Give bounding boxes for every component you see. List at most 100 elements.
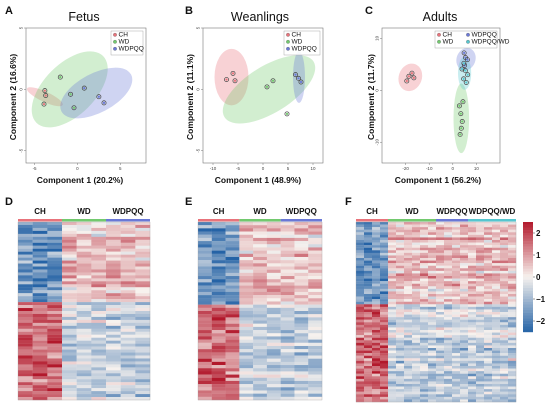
heat-cell bbox=[294, 301, 309, 305]
heat-cell bbox=[476, 281, 485, 284]
heat-cell bbox=[308, 253, 323, 258]
heat-cell bbox=[364, 270, 373, 274]
heat-cell bbox=[280, 298, 295, 302]
heat-cell bbox=[500, 327, 509, 331]
heat-cell bbox=[280, 266, 295, 270]
heat-cell bbox=[266, 279, 281, 283]
heat-cell bbox=[500, 304, 509, 308]
heat-cell bbox=[120, 343, 136, 347]
heat-cell bbox=[444, 286, 453, 290]
heat-cell bbox=[266, 266, 281, 270]
heat-cell bbox=[396, 301, 405, 305]
heat-cell bbox=[468, 340, 477, 344]
heat-cell bbox=[428, 232, 437, 236]
heat-cell bbox=[468, 394, 477, 398]
colorbar-segment bbox=[523, 304, 533, 308]
heat-cell bbox=[91, 316, 107, 321]
heat-cell bbox=[120, 370, 136, 374]
heat-cell bbox=[280, 377, 295, 382]
heat-cell bbox=[444, 373, 453, 377]
heat-cell bbox=[484, 386, 493, 390]
heat-cell bbox=[396, 332, 405, 336]
heat-cell bbox=[106, 222, 121, 226]
heat-cell bbox=[484, 294, 493, 297]
heat-cell bbox=[198, 330, 212, 334]
heat-cell bbox=[452, 265, 461, 269]
heat-cell bbox=[266, 269, 281, 274]
heat-cell bbox=[372, 386, 381, 390]
heat-cell bbox=[372, 252, 381, 256]
heat-cell bbox=[198, 247, 212, 251]
heat-cell bbox=[484, 324, 493, 328]
heat-cell bbox=[468, 360, 477, 364]
heat-cell bbox=[76, 296, 92, 300]
heat-cell bbox=[492, 309, 501, 313]
heat-cell bbox=[476, 270, 485, 274]
heat-cell bbox=[47, 293, 63, 297]
heat-cell bbox=[380, 366, 389, 369]
heat-cell bbox=[388, 348, 397, 351]
colorbar-segment bbox=[523, 282, 533, 286]
heat-cell bbox=[372, 363, 381, 367]
heat-cell bbox=[280, 361, 295, 366]
heat-cell bbox=[452, 312, 461, 315]
heat-cell bbox=[356, 322, 365, 326]
heat-cell bbox=[460, 301, 469, 305]
colorbar-segment bbox=[523, 326, 533, 330]
heat-cell bbox=[239, 384, 254, 388]
heat-cell bbox=[294, 311, 309, 315]
heat-cell bbox=[436, 376, 445, 380]
heat-cell bbox=[294, 333, 309, 337]
heat-cell bbox=[388, 345, 397, 349]
heat-cell bbox=[508, 291, 517, 295]
heat-cell bbox=[62, 287, 77, 291]
heat-cell bbox=[484, 296, 493, 300]
heat-cell bbox=[32, 325, 48, 329]
heat-cell bbox=[492, 396, 501, 400]
heat-cell bbox=[225, 222, 240, 226]
heat-cell bbox=[460, 332, 469, 336]
heat-cell bbox=[280, 231, 295, 235]
heat-cell bbox=[484, 299, 493, 302]
heat-cell bbox=[198, 279, 212, 283]
heat-cell bbox=[18, 257, 33, 261]
heat-cell bbox=[396, 399, 405, 403]
heat-cell bbox=[460, 250, 469, 254]
point-wd bbox=[71, 105, 77, 111]
heat-cell bbox=[364, 250, 373, 254]
heat-cell bbox=[266, 291, 281, 296]
heat-cell bbox=[308, 358, 323, 363]
heat-cell bbox=[253, 253, 268, 258]
heat-cell bbox=[412, 386, 421, 390]
heat-cell bbox=[460, 381, 469, 385]
heat-cell bbox=[239, 320, 254, 324]
heat-cell bbox=[76, 388, 92, 392]
heat-cell bbox=[356, 222, 365, 225]
heat-cell bbox=[500, 348, 509, 351]
heat-cell bbox=[18, 242, 33, 246]
heat-cell bbox=[76, 373, 92, 377]
heat-cell bbox=[91, 236, 107, 240]
heat-cell bbox=[412, 389, 421, 392]
heat-cell bbox=[380, 340, 389, 344]
heat-cell bbox=[32, 222, 48, 226]
heat-cell bbox=[91, 376, 107, 380]
heat-cell bbox=[412, 376, 421, 380]
heat-cell bbox=[468, 276, 477, 279]
heat-cell bbox=[420, 355, 429, 359]
heat-cell bbox=[91, 382, 107, 386]
heat-cell bbox=[380, 384, 389, 387]
heat-cell bbox=[492, 332, 501, 336]
group-label-wd: WD bbox=[77, 207, 91, 216]
heat-cell bbox=[253, 326, 268, 331]
heat-cell bbox=[106, 340, 121, 344]
heat-cell bbox=[225, 298, 240, 302]
heat-cell bbox=[404, 281, 413, 284]
heat-cell bbox=[294, 263, 309, 267]
heat-cell bbox=[412, 322, 421, 326]
heat-cell bbox=[47, 236, 63, 240]
y-tick-label: 0 bbox=[375, 89, 380, 92]
heat-cell bbox=[500, 317, 509, 320]
heat-cell bbox=[18, 364, 33, 368]
